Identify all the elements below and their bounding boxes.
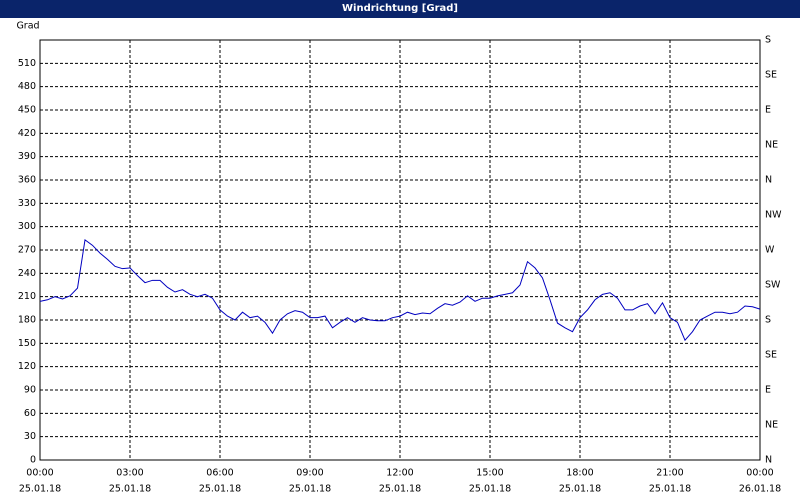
y-tick-label: 90 (24, 385, 36, 396)
x-tick-label: 00:00 (746, 468, 773, 479)
x-tick-date: 25.01.18 (559, 484, 601, 495)
y2-tick-label: E (765, 385, 771, 396)
y-tick-label: 0 (30, 455, 36, 466)
y-tick-label: 240 (18, 268, 36, 279)
y-tick-label: 360 (18, 175, 36, 186)
y2-tick-label: SE (765, 350, 777, 361)
y-tick-label: 330 (18, 198, 36, 209)
y2-tick-label: N (765, 455, 772, 466)
y-tick-label: 30 (24, 431, 36, 442)
y2-tick-label: S (765, 315, 771, 326)
y-tick-label: 390 (18, 151, 36, 162)
x-tick-label: 18:00 (566, 468, 593, 479)
y-tick-label: 60 (24, 408, 36, 419)
data-line (39, 239, 761, 342)
x-tick-date: 25.01.18 (379, 484, 421, 495)
y-tick-label: 300 (18, 221, 36, 232)
x-tick-date: 25.01.18 (649, 484, 691, 495)
y2-tick-label: NW (765, 210, 782, 221)
y2-tick-label: SE (765, 70, 777, 81)
y2-tick-label: E (765, 105, 771, 116)
x-tick-date: 26.01.18 (739, 484, 781, 495)
x-tick-label: 03:00 (116, 468, 143, 479)
x-tick-label: 00:00 (26, 468, 53, 479)
y-axis-label: Grad (16, 21, 39, 32)
title-bar: Windrichtung [Grad] (0, 0, 800, 18)
x-tick-date: 25.01.18 (199, 484, 241, 495)
y-tick-label: 180 (18, 315, 36, 326)
y-tick-label: 450 (18, 105, 36, 116)
y2-tick-label: S (765, 35, 771, 46)
y2-tick-label: NE (765, 140, 778, 151)
y-tick-label: 150 (18, 338, 36, 349)
y-tick-label: 510 (18, 58, 36, 69)
y2-tick-label: W (765, 245, 775, 256)
x-tick-date: 25.01.18 (289, 484, 331, 495)
y-tick-label: 270 (18, 245, 36, 256)
x-tick-label: 21:00 (656, 468, 683, 479)
x-tick-date: 25.01.18 (469, 484, 511, 495)
x-tick-label: 12:00 (386, 468, 413, 479)
x-tick-date: 25.01.18 (19, 484, 61, 495)
x-tick-label: 06:00 (206, 468, 233, 479)
chart: Grad 0 30 60 90 120 150 180 210 240 270 300 330 360 3… (16, 21, 782, 495)
y-tick-label: 480 (18, 81, 36, 92)
x-tick-label: 15:00 (476, 468, 503, 479)
y-tick-label: 420 (18, 128, 36, 139)
y2-tick-label: SW (765, 280, 781, 291)
y-tick-label: 210 (18, 291, 36, 302)
y-tick-label: 120 (18, 361, 36, 372)
x-tick-label: 09:00 (296, 468, 323, 479)
y2-tick-label: NE (765, 420, 778, 431)
y2-tick-label: N (765, 175, 772, 186)
x-tick-date: 25.01.18 (109, 484, 151, 495)
